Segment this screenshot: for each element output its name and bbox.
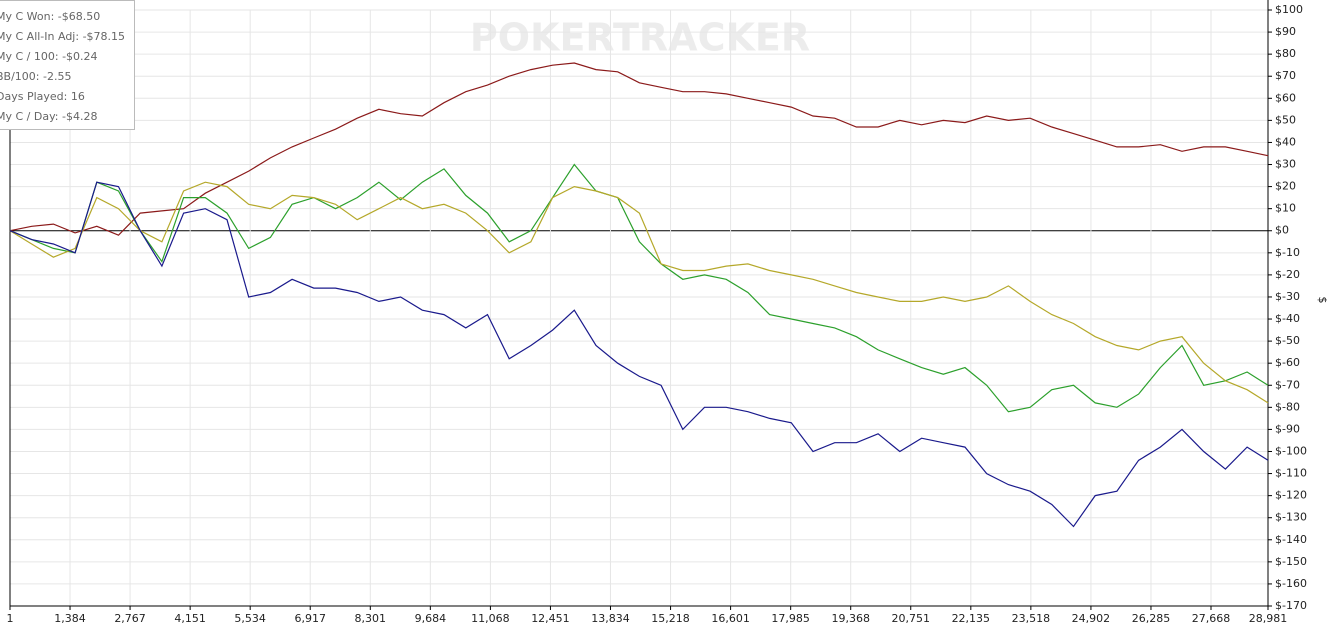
x-tick-label: 1,384: [54, 612, 86, 625]
y-tick-label: $0: [1275, 224, 1289, 237]
y-tick-label: $-130: [1275, 511, 1307, 524]
x-tick-label: 5,534: [234, 612, 266, 625]
watermark: POKERTRACKER: [470, 16, 810, 60]
x-tick-label: 22,135: [952, 612, 991, 625]
x-tick-label: 11,068: [471, 612, 510, 625]
y-tick-label: $-80: [1275, 400, 1300, 413]
y-tick-label: $-170: [1275, 599, 1307, 612]
y-tick-label: $-160: [1275, 577, 1307, 590]
y-tick-label: $-50: [1275, 334, 1300, 347]
stat-line: BB/100: -2.55: [0, 70, 72, 83]
y-tick-label: $-10: [1275, 246, 1300, 259]
x-tick-label: 15,218: [651, 612, 690, 625]
x-tick-label: 1: [7, 612, 14, 625]
x-tick-label: 13,834: [591, 612, 630, 625]
y-tick-label: $-20: [1275, 268, 1300, 281]
y-tick-label: $-70: [1275, 378, 1300, 391]
x-tick-label: 9,684: [415, 612, 447, 625]
stat-line: Days Played: 16: [0, 90, 85, 103]
y-tick-label: $-100: [1275, 444, 1307, 457]
y-tick-label: $-120: [1275, 489, 1307, 502]
x-tick-label: 24,902: [1072, 612, 1111, 625]
y-tick-label: $80: [1275, 47, 1296, 60]
x-tick-label: 23,518: [1012, 612, 1051, 625]
x-tick-label: 16,601: [711, 612, 750, 625]
x-tick-label: 20,751: [891, 612, 930, 625]
y-tick-label: $30: [1275, 158, 1296, 171]
y-tick-label: $-30: [1275, 290, 1300, 303]
x-tick-label: 17,985: [771, 612, 810, 625]
y-tick-label: $-90: [1275, 422, 1300, 435]
y-tick-label: $10: [1275, 202, 1296, 215]
y-tick-label: $-60: [1275, 356, 1300, 369]
series-line: [9, 181, 1269, 528]
y-tick-label: $20: [1275, 180, 1296, 193]
stat-line: My C / Day: -$4.28: [0, 110, 98, 123]
y-tick-label: $40: [1275, 135, 1296, 148]
x-tick-label: 26,285: [1132, 612, 1171, 625]
y-tick-label: $90: [1275, 25, 1296, 38]
series-line: [9, 62, 1269, 236]
y-tick-label: $-110: [1275, 467, 1307, 480]
x-tick-label: 2,767: [114, 612, 146, 625]
y-tick-label: $50: [1275, 113, 1296, 126]
x-tick-label: 12,451: [531, 612, 570, 625]
y-tick-label: $-40: [1275, 312, 1300, 325]
y-tick-label: $-150: [1275, 555, 1307, 568]
stat-line: My C / 100: -$0.24: [0, 50, 98, 63]
y-tick-label: $60: [1275, 91, 1296, 104]
y-axis-label: $: [1316, 297, 1329, 304]
series-line: [9, 163, 1269, 413]
x-tick-label: 19,368: [831, 612, 870, 625]
y-tick-label: $70: [1275, 69, 1296, 82]
x-tick-label: 4,151: [174, 612, 206, 625]
x-tick-label: 6,917: [294, 612, 326, 625]
x-tick-label: 8,301: [355, 612, 387, 625]
x-tick-label: 27,668: [1192, 612, 1231, 625]
stat-line: My C All-In Adj: -$78.15: [0, 30, 126, 43]
series-line: [9, 181, 1269, 404]
stats-box: My C Won: -$68.50 My C All-In Adj: -$78.1…: [0, 0, 135, 130]
grid: [9, 9, 1269, 607]
y-tick-label: $-140: [1275, 533, 1307, 546]
stat-line: My C Won: -$68.50: [0, 10, 101, 23]
y-tick-label: $100: [1275, 3, 1303, 16]
x-tick-label: 28,981: [1249, 612, 1288, 625]
